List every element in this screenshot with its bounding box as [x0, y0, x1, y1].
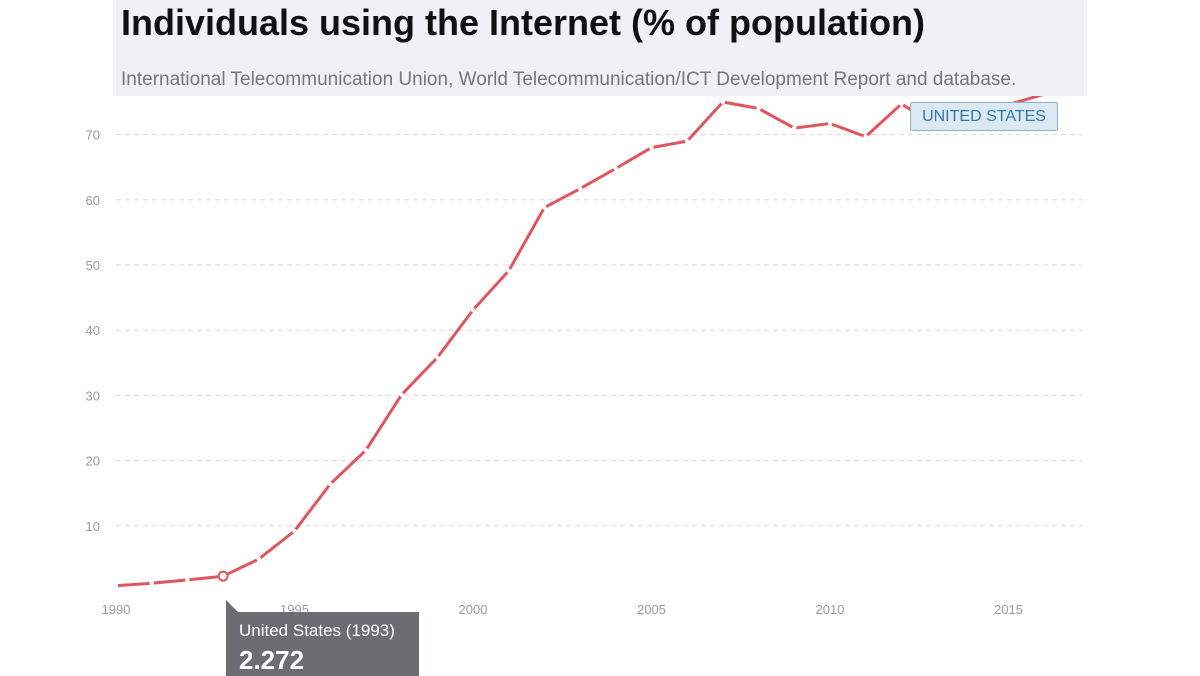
y-tick-label: 20 [86, 454, 100, 469]
data-point[interactable] [720, 99, 726, 105]
data-point[interactable] [827, 121, 833, 126]
series-label-united-states[interactable]: UNITED STATES [910, 102, 1058, 131]
y-tick-label: 70 [86, 128, 100, 143]
data-points [113, 91, 1047, 588]
y-tick-label: 10 [86, 519, 100, 534]
data-point[interactable] [613, 166, 618, 171]
data-point[interactable] [470, 307, 476, 313]
data-point[interactable] [649, 145, 654, 150]
y-axis-ticks: 10 20 30 40 50 60 70 [86, 128, 100, 534]
chart-source: International Telecommunication Union, W… [121, 69, 1017, 90]
data-point[interactable] [292, 528, 297, 534]
y-tick-label: 60 [86, 193, 100, 208]
chart-header: Individuals using the Internet (% of pop… [113, 0, 1087, 96]
data-point[interactable] [899, 101, 904, 107]
tooltip-title: United States (1993) [239, 621, 395, 640]
x-tick-label: 2010 [816, 602, 845, 617]
x-axis-ticks: 1990 1995 2000 2005 2010 2015 [102, 602, 1023, 617]
x-tick-label: 2000 [459, 602, 488, 617]
data-point-highlighted[interactable] [217, 570, 229, 582]
data-point[interactable] [756, 106, 761, 111]
series-line-united-states[interactable] [115, 92, 1045, 588]
chart-title: Individuals using the Internet (% of pop… [121, 2, 925, 43]
x-tick-label: 1990 [102, 602, 131, 617]
data-point[interactable] [435, 355, 440, 360]
data-point[interactable] [185, 577, 190, 583]
y-tick-label: 50 [86, 258, 100, 273]
tooltip-pointer [226, 600, 238, 612]
data-point[interactable] [399, 392, 404, 397]
data-point[interactable] [863, 134, 868, 139]
gridlines [116, 134, 1082, 527]
data-point[interactable] [792, 125, 797, 131]
data-point[interactable] [256, 556, 261, 562]
y-tick-label: 30 [86, 388, 100, 403]
y-tick-label: 40 [86, 323, 100, 338]
data-point[interactable] [506, 268, 511, 274]
data-point[interactable] [577, 186, 583, 191]
x-tick-label: 2015 [994, 602, 1023, 617]
data-point[interactable] [542, 205, 547, 210]
data-point[interactable] [363, 447, 369, 453]
tooltip-value: 2.272 [239, 645, 305, 675]
x-tick-label: 2005 [637, 602, 666, 617]
data-tooltip: United States (1993) 2.272 [226, 600, 419, 676]
data-point[interactable] [149, 580, 154, 586]
data-point[interactable] [328, 481, 333, 487]
data-point[interactable] [685, 138, 690, 144]
data-point[interactable] [113, 583, 119, 588]
